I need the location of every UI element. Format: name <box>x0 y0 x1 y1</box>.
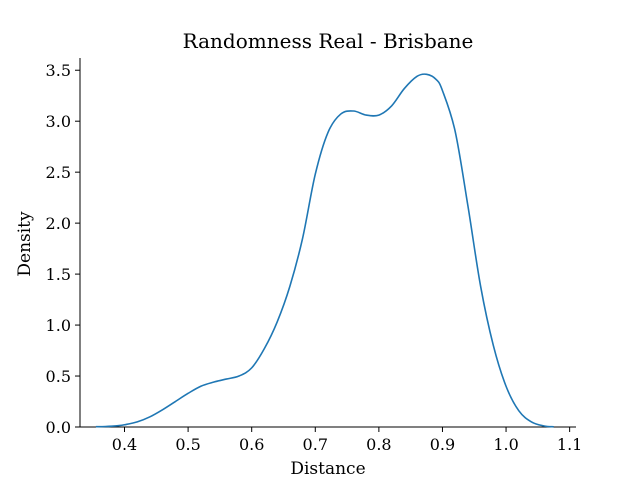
chart-title: Randomness Real - Brisbane <box>183 29 474 53</box>
y-tick-label: 1.5 <box>46 265 71 284</box>
y-tick-label: 2.5 <box>46 163 71 182</box>
x-tick-label: 0.4 <box>112 435 137 454</box>
x-tick-label: 1.1 <box>557 435 582 454</box>
x-axis-ticks: 0.4 0.5 0.6 0.7 0.8 0.9 1.0 1.1 <box>112 427 582 454</box>
y-tick-label: 1.0 <box>46 316 71 335</box>
y-tick-label: 0.5 <box>46 367 71 386</box>
series-group <box>95 73 554 428</box>
x-tick-label: 0.9 <box>430 435 455 454</box>
y-tick-label: 0.0 <box>46 418 71 437</box>
x-axis-label: Distance <box>290 459 365 479</box>
y-tick-label: 3.0 <box>46 112 71 131</box>
y-tick-label: 3.5 <box>46 61 71 80</box>
y-axis-label: Density <box>15 211 35 277</box>
y-axis-ticks: 0.0 0.5 1.0 1.5 2.0 2.5 3.0 3.5 <box>46 61 80 437</box>
y-tick-label: 2.0 <box>46 214 71 233</box>
density-curve <box>95 73 554 428</box>
x-tick-label: 0.6 <box>239 435 264 454</box>
plot-area: 0.4 0.5 0.6 0.7 0.8 0.9 1.0 1.1 0.0 0.5 1.0 1.5 2.0… <box>46 58 582 454</box>
x-tick-label: 1.0 <box>493 435 518 454</box>
x-tick-label: 0.5 <box>175 435 200 454</box>
x-tick-label: 0.7 <box>303 435 328 454</box>
x-tick-label: 0.8 <box>366 435 391 454</box>
